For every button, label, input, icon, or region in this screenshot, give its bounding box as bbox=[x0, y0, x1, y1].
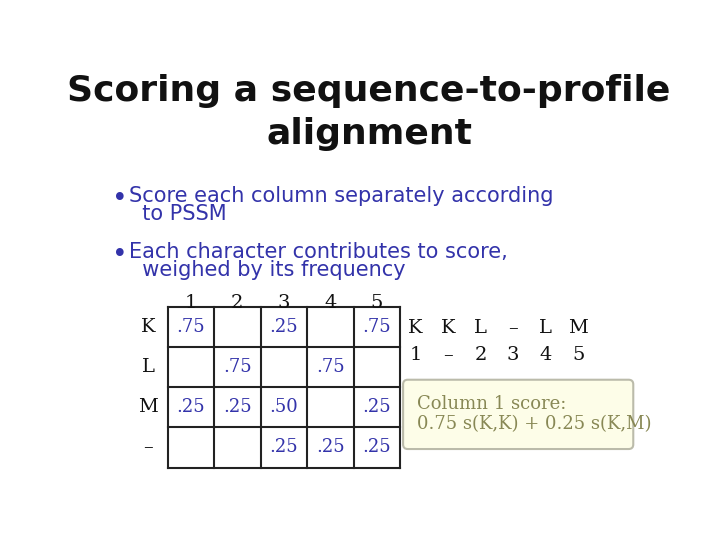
Text: .25: .25 bbox=[223, 399, 251, 416]
Text: weighed by its frequency: weighed by its frequency bbox=[129, 260, 405, 280]
Text: .25: .25 bbox=[362, 399, 391, 416]
Text: K: K bbox=[408, 319, 423, 337]
Text: L: L bbox=[142, 359, 155, 376]
Text: K: K bbox=[441, 319, 455, 337]
FancyBboxPatch shape bbox=[403, 380, 634, 449]
Text: .75: .75 bbox=[362, 319, 391, 336]
Text: 3: 3 bbox=[507, 346, 519, 364]
Text: –: – bbox=[143, 438, 153, 456]
Text: L: L bbox=[474, 319, 487, 337]
Text: .25: .25 bbox=[269, 438, 298, 456]
Text: 4: 4 bbox=[324, 294, 336, 312]
Text: 5: 5 bbox=[572, 346, 585, 364]
Text: 5: 5 bbox=[371, 294, 383, 312]
Text: Scoring a sequence-to-profile
alignment: Scoring a sequence-to-profile alignment bbox=[67, 74, 671, 152]
Text: L: L bbox=[539, 319, 552, 337]
Text: .25: .25 bbox=[269, 319, 298, 336]
Text: 1: 1 bbox=[184, 294, 197, 312]
Text: 3: 3 bbox=[277, 294, 290, 312]
Text: –: – bbox=[508, 319, 518, 337]
Text: .50: .50 bbox=[269, 399, 298, 416]
Text: Column 1 score:: Column 1 score: bbox=[417, 395, 567, 413]
Text: .25: .25 bbox=[176, 399, 205, 416]
Text: 2: 2 bbox=[474, 346, 487, 364]
Text: .75: .75 bbox=[176, 319, 205, 336]
Text: 0.75 s(K,K) + 0.25 s(K,M): 0.75 s(K,K) + 0.25 s(K,M) bbox=[417, 415, 652, 433]
Text: K: K bbox=[141, 319, 156, 336]
Text: M: M bbox=[138, 399, 158, 416]
Text: •: • bbox=[112, 186, 127, 212]
Text: 4: 4 bbox=[539, 346, 552, 364]
Text: to PSSM: to PSSM bbox=[129, 204, 226, 224]
Text: •: • bbox=[112, 242, 127, 268]
Text: .25: .25 bbox=[316, 438, 345, 456]
Text: Score each column separately according: Score each column separately according bbox=[129, 186, 553, 206]
Text: M: M bbox=[568, 319, 588, 337]
Text: Each character contributes to score,: Each character contributes to score, bbox=[129, 242, 508, 262]
Text: .25: .25 bbox=[362, 438, 391, 456]
Text: –: – bbox=[444, 346, 453, 364]
Text: .75: .75 bbox=[223, 359, 251, 376]
Text: .75: .75 bbox=[316, 359, 345, 376]
Text: 2: 2 bbox=[231, 294, 243, 312]
Text: 1: 1 bbox=[409, 346, 422, 364]
